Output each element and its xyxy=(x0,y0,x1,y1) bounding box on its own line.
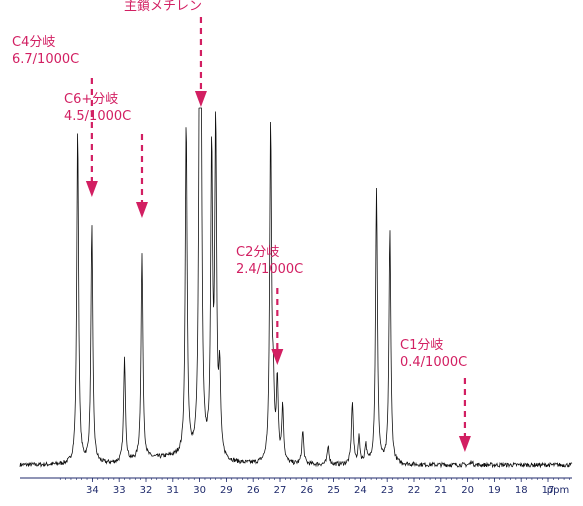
annotation-main-arrow-head xyxy=(194,91,207,107)
x-tick-label: 32 xyxy=(140,485,153,496)
x-tick-label: 23 xyxy=(381,485,394,496)
x-tick-label: 25 xyxy=(327,485,340,496)
annotation-c1: C1分岐 0.4/1000C xyxy=(400,338,471,452)
annotation-c4-line-1: C4分岐 xyxy=(12,35,55,50)
x-tick-label: 34 xyxy=(86,485,99,496)
annotation-c2-line-2: 2.4/1000C xyxy=(236,262,303,277)
annotation-c1-line-1: C1分岐 xyxy=(400,338,443,353)
spectrum-trace-layer xyxy=(19,107,573,469)
annotation-c4-line-2: 6.7/1000C xyxy=(12,52,79,67)
annotation-c6: C6+分岐 4.5/1000C xyxy=(64,92,148,218)
x-tick-label: 30 xyxy=(193,485,206,496)
annotation-c1-arrow-head xyxy=(458,436,471,452)
x-tick-label: 19 xyxy=(488,485,501,496)
x-tick-label: 31 xyxy=(166,485,179,496)
x-tick-label: 18 xyxy=(515,485,528,496)
annotation-c6-arrow-head xyxy=(135,202,148,218)
spectrum-trace xyxy=(19,107,573,469)
annotation-c2-line-1: C2分岐 xyxy=(236,245,279,260)
x-tick-label: 21 xyxy=(434,485,447,496)
x-tick-label: 24 xyxy=(354,485,367,496)
x-tick-label: 29 xyxy=(220,485,233,496)
x-tick-label: 17 xyxy=(542,485,555,496)
annotation-main: 主鎖メチレン xyxy=(124,0,207,107)
annotation-c1-line-2: 0.4/1000C xyxy=(400,355,467,370)
annotation-main-line-1: 主鎖メチレン xyxy=(124,0,202,14)
x-tick-label: 26 xyxy=(247,485,260,496)
annotation-c4-arrow-head xyxy=(85,181,98,197)
x-tick-label: 33 xyxy=(113,485,126,496)
annotation-c6-line-2: 4.5/1000C xyxy=(64,109,131,124)
annotation-layer: C4分岐 6.7/1000C C6+分岐 4.5/1000C 主鎖メチレン C2分岐 2.4… xyxy=(12,0,471,452)
x-tick-label: 22 xyxy=(408,485,421,496)
x-axis-unit-label: ppm xyxy=(547,485,569,496)
x-tick-label: 20 xyxy=(461,485,474,496)
x-tick-label: 27 xyxy=(274,485,287,496)
annotation-c6-line-1: C6+分岐 xyxy=(64,92,118,107)
annotation-c4: C4分岐 6.7/1000C xyxy=(12,35,98,197)
annotation-c2-arrow-head xyxy=(271,349,284,365)
annotation-c2: C2分岐 2.4/1000C xyxy=(236,245,303,365)
x-tick-label: 26 xyxy=(300,485,313,496)
